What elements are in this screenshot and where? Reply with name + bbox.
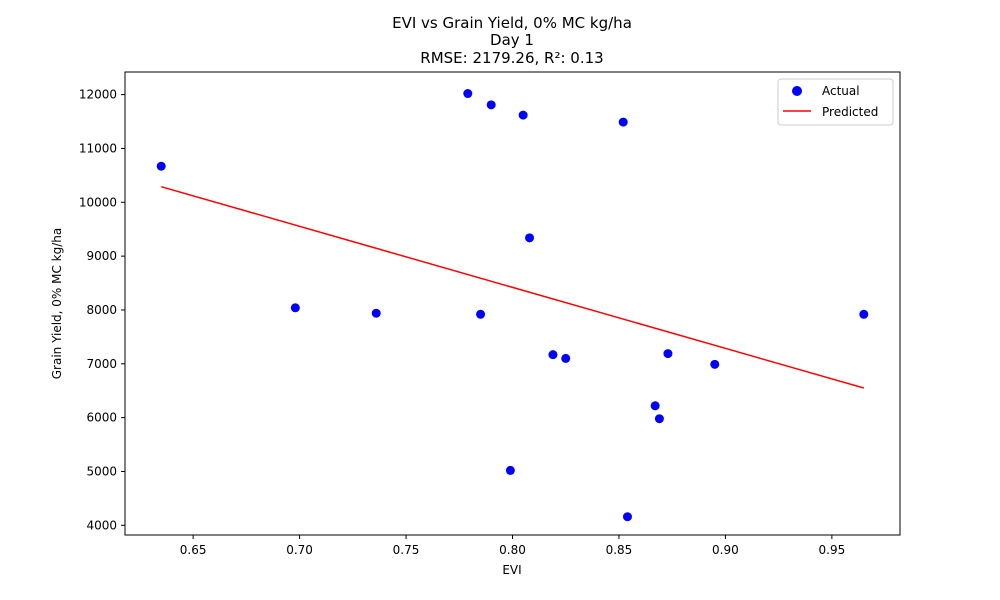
y-tick-label: 5000 (86, 464, 117, 478)
y-tick-label: 8000 (86, 303, 117, 317)
x-tick-label: 0.85 (606, 543, 633, 557)
data-point-actual (476, 309, 486, 319)
x-axis-label: EVI (502, 563, 521, 577)
legend-label-predicted: Predicted (822, 105, 878, 119)
y-tick-label: 9000 (86, 249, 117, 263)
data-point-actual (548, 350, 558, 360)
y-tick-label: 12000 (79, 88, 117, 102)
plot-area (124, 71, 901, 536)
y-tick-label: 6000 (86, 411, 117, 425)
data-point-actual (663, 349, 673, 359)
legend-marker-actual (792, 86, 802, 96)
legend-box (777, 78, 894, 126)
x-tick-label: 0.70 (286, 543, 313, 557)
y-tick-label: 10000 (79, 195, 117, 209)
x-tick-label: 0.75 (393, 543, 420, 557)
legend: Actual Predicted (777, 78, 894, 126)
data-point-actual (463, 89, 473, 99)
data-point-actual (622, 512, 632, 522)
legend-label-actual: Actual (822, 84, 860, 98)
data-marks (156, 89, 869, 522)
x-tick-label: 0.80 (499, 543, 526, 557)
x-tick-label: 0.95 (819, 543, 846, 557)
y-axis-ticks: 4000 5000 6000 7000 8000 9000 10000 11000 12000 (79, 88, 125, 532)
y-axis-label: Grain Yield, 0% MC kg/ha (50, 228, 64, 380)
data-point-actual (859, 309, 869, 319)
y-tick-label: 11000 (79, 141, 117, 155)
data-point-actual (156, 161, 166, 171)
data-point-actual (654, 414, 664, 424)
x-tick-label: 0.90 (712, 543, 739, 557)
data-point-actual (486, 100, 496, 110)
data-point-actual (290, 303, 300, 313)
y-tick-label: 7000 (86, 357, 117, 371)
data-point-actual (618, 117, 628, 127)
data-point-actual (525, 233, 535, 243)
data-point-actual (650, 401, 660, 411)
data-point-actual (518, 110, 528, 120)
predicted-line (160, 185, 865, 389)
x-axis-ticks: 0.65 0.70 0.75 0.80 0.85 0.90 0.95 (180, 535, 845, 557)
y-tick-label: 4000 (86, 518, 117, 532)
data-point-actual (561, 353, 571, 363)
chart-title-line-1: EVI vs Grain Yield, 0% MC kg/ha (392, 14, 632, 32)
data-point-actual (710, 359, 720, 369)
chart-title-line-3: RMSE: 2179.26, R²: 0.13 (420, 49, 603, 67)
x-tick-label: 0.65 (180, 543, 207, 557)
chart-title-line-2: Day 1 (490, 31, 534, 49)
data-point-actual (371, 308, 381, 318)
data-point-actual (505, 465, 515, 475)
